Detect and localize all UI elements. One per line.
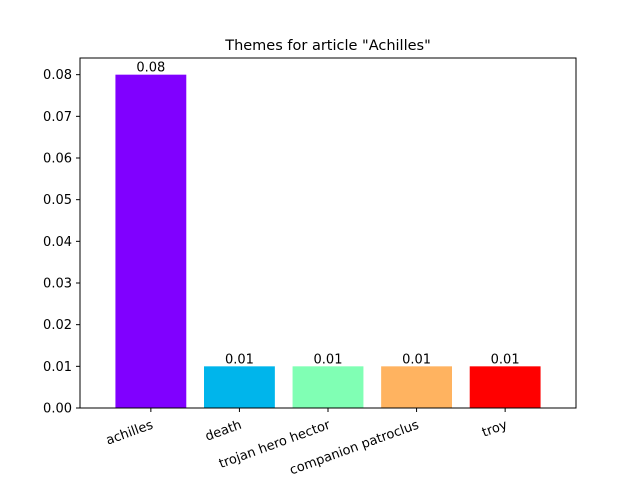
bar-achilles <box>115 74 187 409</box>
y-tick-label: 0.01 <box>43 360 72 375</box>
y-tick-label: 0.08 <box>43 68 72 83</box>
bar-value-label: 0.01 <box>314 352 343 367</box>
bar-troy <box>469 366 541 408</box>
y-tick-label: 0.00 <box>43 402 72 417</box>
bar-companion-patroclus <box>381 366 452 408</box>
y-tick-label: 0.06 <box>43 152 72 167</box>
plot-frame <box>79 57 577 409</box>
x-tick-label: death <box>203 418 243 445</box>
bar-value-label: 0.01 <box>491 352 520 367</box>
bar-death <box>204 366 275 408</box>
bar-value-label: 0.01 <box>225 352 254 367</box>
chart-title: Themes for article "Achilles" <box>224 38 431 54</box>
y-tick-label: 0.03 <box>43 277 72 292</box>
y-tick-label: 0.07 <box>43 110 72 125</box>
y-tick-label: 0.05 <box>43 193 72 208</box>
bar-value-label: 0.01 <box>402 352 431 367</box>
y-tick-label: 0.04 <box>43 235 72 250</box>
bar-trojan-hero-hector <box>292 366 364 408</box>
y-tick-label: 0.02 <box>43 318 72 333</box>
x-tick-label: achilles <box>104 418 155 449</box>
bar-value-label: 0.08 <box>136 61 165 76</box>
x-tick-label: troy <box>480 418 510 441</box>
